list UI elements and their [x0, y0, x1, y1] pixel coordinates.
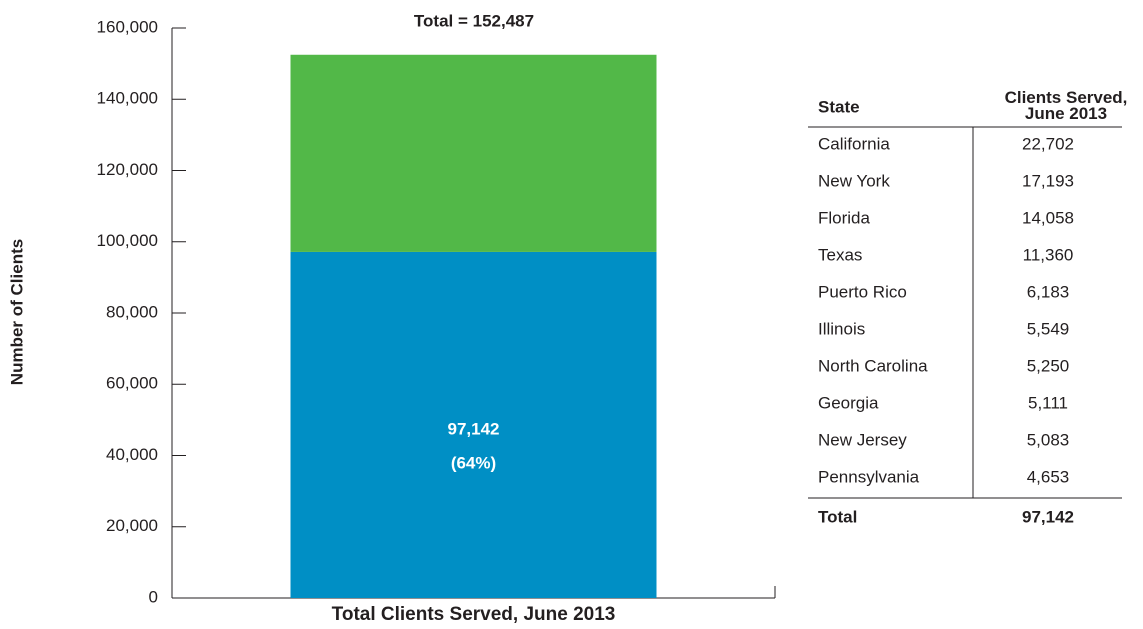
table-cell: 14,058 — [1022, 208, 1074, 227]
share-label: (64%) — [451, 453, 496, 472]
table-cell: Florida — [818, 208, 871, 227]
table-cell: New Jersey — [818, 430, 907, 449]
table-cell: Pennsylvania — [818, 467, 920, 486]
y-tick-label: 80,000 — [106, 302, 158, 321]
x-tick-label: Total Clients Served, June 2013 — [332, 604, 616, 625]
table-cell: Georgia — [818, 393, 879, 412]
y-tick-label: 0 — [149, 587, 158, 606]
total-annotation: Total = 152,487 — [414, 11, 534, 30]
table-cell: Illinois — [818, 319, 865, 338]
table-cell: 5,250 — [1027, 356, 1070, 375]
table-cell: 5,549 — [1027, 319, 1070, 338]
table-cell: North Carolina — [818, 356, 928, 375]
table-header: State — [818, 97, 860, 116]
table-cell: 11,360 — [1023, 245, 1074, 264]
y-tick-label: 100,000 — [97, 231, 158, 250]
y-tick-label: 140,000 — [97, 89, 158, 108]
table-total: 97,142 — [1022, 507, 1074, 526]
table-cell: 5,111 — [1028, 393, 1068, 412]
table-cell: 17,193 — [1022, 171, 1074, 190]
value-label: 97,142 — [448, 419, 500, 438]
table-total: Total — [818, 507, 857, 526]
table-cell: New York — [818, 171, 890, 190]
y-tick-label: 60,000 — [106, 374, 158, 393]
bar-segment — [290, 54, 657, 252]
y-tick-label: 40,000 — [106, 445, 158, 464]
table-cell: Puerto Rico — [818, 282, 907, 301]
bar-segment — [290, 251, 657, 598]
table-cell: Texas — [818, 245, 862, 264]
table-cell: 6,183 — [1027, 282, 1070, 301]
table-cell: 4,653 — [1027, 467, 1070, 486]
table-cell: 22,702 — [1022, 134, 1074, 153]
table-cell: 5,083 — [1027, 430, 1070, 449]
y-tick-label: 160,000 — [97, 17, 158, 36]
y-axis-label: Number of Clients — [7, 239, 26, 385]
table-header: Clients Served, June 2013 — [1005, 88, 1128, 123]
y-tick-label: 120,000 — [97, 160, 158, 179]
table-cell: California — [818, 134, 890, 153]
y-tick-label: 20,000 — [106, 516, 158, 535]
